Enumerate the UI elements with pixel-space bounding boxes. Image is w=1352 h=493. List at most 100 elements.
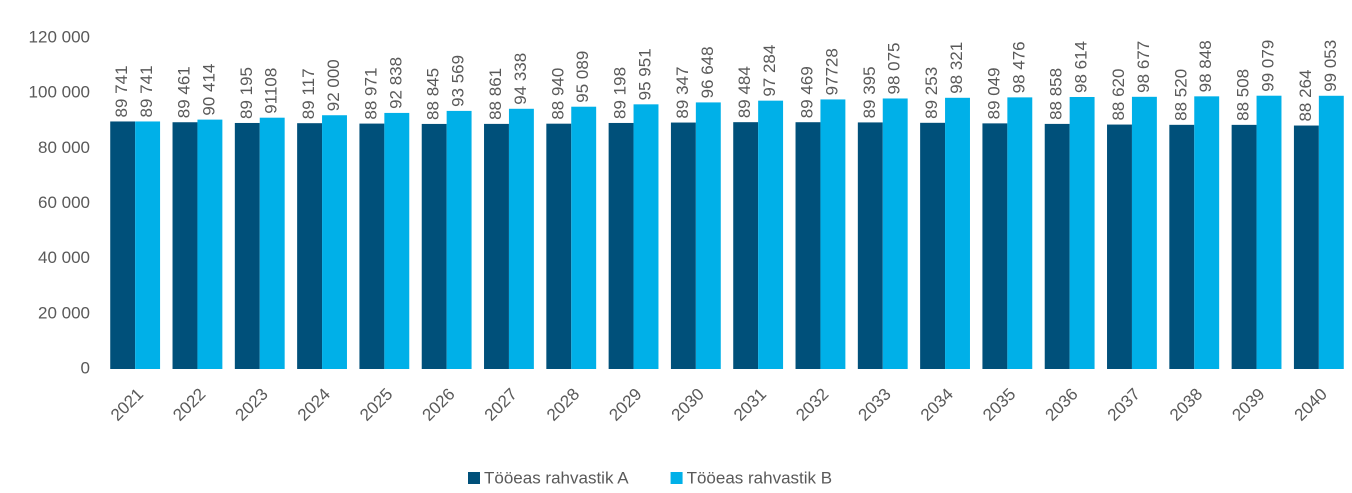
data-label: 92 838 bbox=[386, 57, 405, 109]
bar bbox=[359, 123, 385, 370]
x-tick-label: 2033 bbox=[855, 385, 895, 425]
bar bbox=[322, 115, 347, 369]
data-label: 92 000 bbox=[324, 59, 343, 111]
data-label: 94 338 bbox=[511, 53, 530, 105]
data-label: 98 677 bbox=[1134, 41, 1153, 93]
bar bbox=[1107, 124, 1132, 369]
data-label: 98 476 bbox=[1009, 41, 1028, 93]
bar bbox=[1194, 96, 1220, 369]
bar bbox=[608, 122, 634, 369]
data-label: 89 395 bbox=[860, 66, 879, 118]
data-label: 99 053 bbox=[1321, 40, 1340, 92]
legend-label: Tööeas rahvastik A bbox=[484, 468, 629, 487]
data-label: 89 198 bbox=[611, 67, 630, 119]
data-label: 89 741 bbox=[112, 65, 131, 117]
x-tick-label: 2036 bbox=[1041, 385, 1081, 425]
data-label: 98 614 bbox=[1072, 41, 1091, 93]
data-label: 96 648 bbox=[698, 46, 717, 98]
legend-label: Tööeas rahvastik B bbox=[687, 468, 833, 487]
legend-swatch bbox=[468, 472, 480, 484]
data-label: 98 321 bbox=[947, 42, 966, 94]
data-label: 89 469 bbox=[797, 66, 816, 118]
bar bbox=[1256, 95, 1282, 369]
data-label: 93 569 bbox=[449, 55, 468, 107]
bar bbox=[172, 122, 198, 369]
y-tick-label: 80 000 bbox=[38, 138, 90, 157]
bar bbox=[857, 122, 883, 369]
bar bbox=[920, 122, 946, 369]
y-tick-label: 60 000 bbox=[38, 193, 90, 212]
data-label: 88 845 bbox=[424, 68, 443, 120]
bar bbox=[421, 123, 447, 369]
bar bbox=[446, 110, 472, 369]
bar bbox=[1231, 124, 1257, 369]
data-label: 89 461 bbox=[174, 66, 193, 118]
bar bbox=[197, 119, 223, 369]
bar bbox=[1044, 123, 1070, 369]
data-label: 88 508 bbox=[1234, 69, 1253, 121]
data-label: 89 117 bbox=[299, 68, 318, 119]
data-label: 88 620 bbox=[1109, 69, 1128, 121]
bar bbox=[670, 122, 696, 369]
x-tick-label: 2026 bbox=[418, 385, 458, 425]
legend-swatch bbox=[670, 472, 683, 484]
bar bbox=[259, 117, 285, 370]
x-tick-label: 2038 bbox=[1166, 385, 1206, 425]
data-label: 90 414 bbox=[199, 64, 218, 116]
y-tick-label: 120 000 bbox=[29, 27, 90, 46]
x-tick-label: 2025 bbox=[356, 385, 396, 425]
data-label: 95 089 bbox=[573, 51, 592, 103]
bar bbox=[882, 98, 908, 370]
data-label: 88 520 bbox=[1171, 69, 1190, 121]
y-tick-label: 0 bbox=[81, 358, 90, 377]
x-tick-label: 2029 bbox=[605, 385, 645, 425]
data-label: 89 195 bbox=[237, 67, 256, 119]
x-tick-label: 2022 bbox=[169, 385, 209, 425]
bar bbox=[733, 122, 759, 369]
x-tick-label: 2024 bbox=[294, 385, 334, 425]
data-label: 88 264 bbox=[1296, 70, 1315, 122]
data-label: 98 848 bbox=[1196, 40, 1215, 92]
x-tick-label: 2027 bbox=[481, 385, 521, 425]
x-tick-label: 2021 bbox=[107, 385, 147, 425]
bar bbox=[633, 104, 659, 370]
bar bbox=[297, 123, 323, 369]
data-label: 89 253 bbox=[922, 67, 941, 119]
data-label: 99 079 bbox=[1258, 40, 1277, 92]
x-tick-label: 2034 bbox=[917, 385, 957, 425]
bar bbox=[1169, 124, 1195, 369]
data-label: 88 861 bbox=[486, 68, 505, 120]
bar bbox=[571, 106, 597, 370]
x-tick-label: 2031 bbox=[730, 385, 770, 425]
data-label: 98 075 bbox=[885, 42, 904, 94]
data-label: 95 951 bbox=[635, 48, 654, 100]
bar bbox=[508, 108, 534, 369]
y-tick-label: 100 000 bbox=[29, 83, 90, 102]
bar bbox=[1293, 125, 1319, 369]
bar bbox=[234, 122, 260, 369]
bar bbox=[110, 121, 136, 369]
bar bbox=[546, 123, 572, 370]
x-tick-label: 2037 bbox=[1104, 385, 1144, 425]
data-label: 88 940 bbox=[548, 68, 567, 120]
y-tick-label: 40 000 bbox=[38, 248, 90, 267]
x-tick-label: 2023 bbox=[232, 385, 272, 425]
bar bbox=[1131, 96, 1157, 369]
x-tick-label: 2039 bbox=[1228, 385, 1268, 425]
bar bbox=[820, 99, 846, 370]
data-label: 97728 bbox=[822, 48, 841, 95]
bar bbox=[758, 100, 784, 370]
data-label: 88 971 bbox=[361, 68, 380, 120]
data-label: 88 858 bbox=[1047, 68, 1066, 120]
bar bbox=[982, 123, 1008, 370]
x-tick-label: 2030 bbox=[668, 385, 708, 425]
bar bbox=[135, 121, 161, 369]
data-label: 89 484 bbox=[735, 66, 754, 118]
bar bbox=[1318, 95, 1344, 369]
bar bbox=[945, 97, 970, 369]
bar bbox=[484, 123, 509, 369]
data-label: 97 284 bbox=[760, 45, 779, 97]
bar bbox=[1007, 97, 1033, 370]
y-tick-label: 20 000 bbox=[38, 303, 90, 322]
data-label: 91108 bbox=[262, 68, 281, 114]
